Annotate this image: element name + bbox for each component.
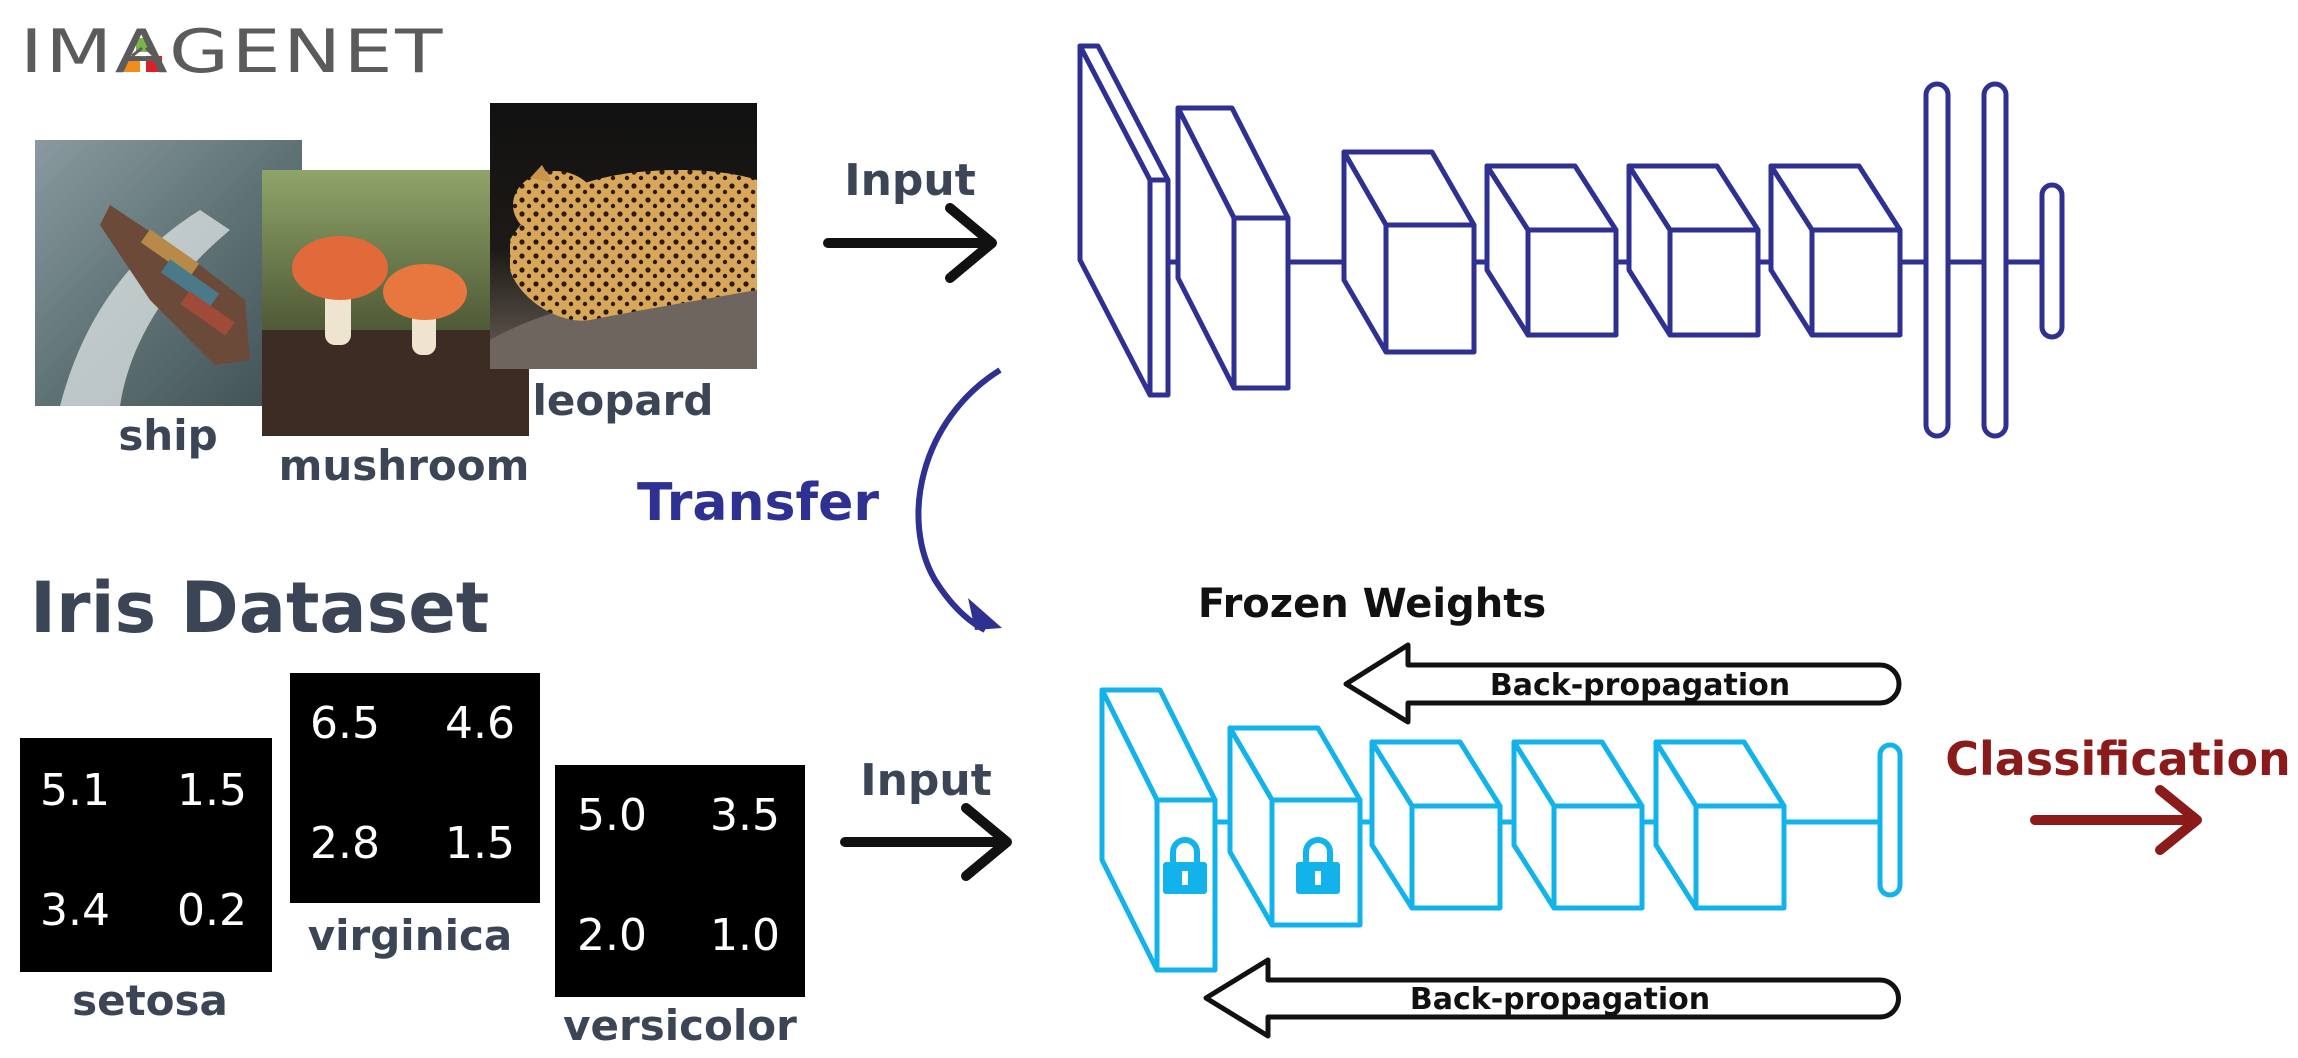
virginica-value-1: 6.5 (310, 698, 380, 749)
setosa-box (20, 738, 272, 972)
target-layer-2 (1227, 725, 1363, 928)
backprop-bottom-arrow (1203, 957, 1901, 1039)
source-layer-6 (1768, 163, 1903, 338)
source-fc-3 (2039, 182, 2065, 340)
setosa-sample: 5.1 1.5 3.4 0.2 (20, 738, 272, 972)
versicolor-label: versicolor (563, 1001, 797, 1050)
lock-icon (1163, 837, 1207, 894)
leopard-label: leopard (533, 376, 714, 425)
source-fc-2 (1981, 81, 2009, 439)
target-layer-1 (1099, 687, 1218, 973)
versicolor-sample: 5.0 3.5 2.0 1.0 (555, 765, 805, 997)
source-fc-1 (1923, 81, 1951, 439)
source-network (1077, 43, 2065, 439)
lock-icon (1296, 837, 1340, 894)
source-layer-4 (1484, 163, 1619, 338)
top-input-arrow (823, 203, 997, 283)
ship-label: ship (118, 411, 217, 460)
transfer-arrow (915, 367, 1002, 633)
target-network (1099, 687, 1903, 973)
mushroom-image (262, 170, 529, 436)
source-layer-3 (1341, 149, 1477, 355)
setosa-value-4: 0.2 (177, 885, 247, 936)
backprop-bottom-label: Back-propagation (1410, 982, 1710, 1017)
versicolor-value-4: 1.0 (710, 910, 780, 961)
source-layer-5 (1626, 163, 1761, 338)
target-fc (1877, 742, 1903, 898)
imagenet-logo-text: IMAGENET (20, 17, 445, 87)
top-input-label: Input (844, 155, 976, 206)
bottom-input-label: Input (860, 755, 992, 806)
frozen-weights-label: Frozen Weights (1198, 581, 1546, 627)
source-layer-1 (1077, 43, 1171, 398)
versicolor-value-1: 5.0 (577, 790, 647, 841)
setosa-value-1: 5.1 (40, 765, 110, 816)
bottom-input-arrow (840, 803, 1012, 881)
versicolor-value-2: 3.5 (710, 790, 780, 841)
versicolor-value-3: 2.0 (577, 910, 647, 961)
mushroom-label: mushroom (279, 441, 530, 490)
setosa-label: setosa (72, 976, 228, 1025)
target-layer-5 (1653, 739, 1787, 911)
virginica-label: virginica (308, 911, 512, 960)
virginica-sample: 6.5 4.6 2.8 1.5 (290, 673, 540, 903)
leopard-image (490, 103, 757, 369)
iris-title: Iris Dataset (30, 567, 489, 649)
backprop-top-label: Back-propagation (1490, 668, 1790, 703)
classification-label: Classification (1945, 732, 2291, 786)
ship-image (35, 140, 302, 406)
virginica-value-2: 4.6 (445, 698, 515, 749)
imagenet-logo: IMAGENET (20, 17, 445, 87)
versicolor-box (555, 765, 805, 997)
virginica-box (290, 673, 540, 903)
virginica-value-3: 2.8 (310, 818, 380, 869)
virginica-value-4: 1.5 (445, 818, 515, 869)
transfer-label: Transfer (637, 473, 879, 533)
target-layer-3 (1369, 739, 1503, 911)
backprop-top-arrow (1343, 642, 1902, 725)
setosa-value-2: 1.5 (177, 765, 247, 816)
source-layer-2 (1175, 105, 1291, 391)
classification-arrow (2030, 785, 2202, 855)
target-layer-4 (1511, 739, 1645, 911)
imagenet-logo-mark (124, 38, 162, 72)
setosa-value-3: 3.4 (40, 885, 110, 936)
